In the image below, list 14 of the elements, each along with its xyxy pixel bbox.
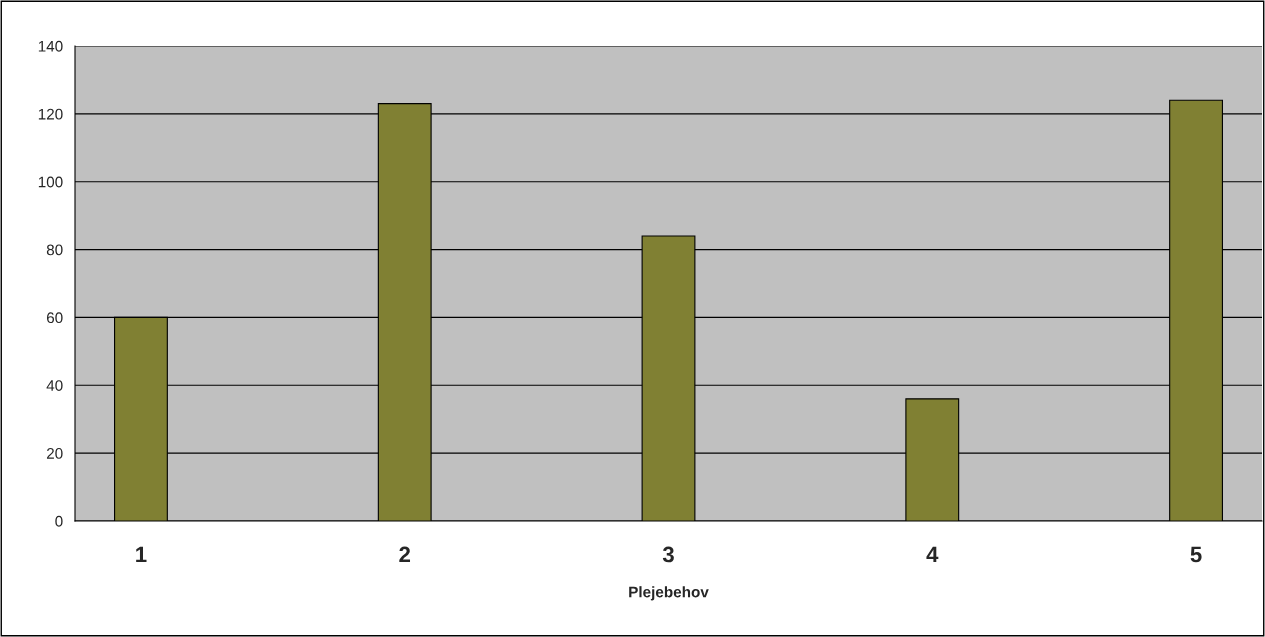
y-tick-label: 60 [46, 312, 63, 324]
y-tick-label: 120 [38, 108, 63, 120]
x-tick-label: 2 [399, 546, 411, 563]
x-tick-label: 3 [662, 546, 674, 563]
y-tick-label: 80 [46, 244, 63, 256]
y-tick-label: 100 [38, 176, 63, 188]
y-tick-label: 140 [38, 40, 63, 52]
y-tick-label: 40 [46, 380, 63, 391]
y-tick-label: 20 [46, 448, 63, 459]
x-axis-title: Plejebehov [629, 586, 709, 601]
y-tick-label: 0 [55, 515, 63, 527]
x-tick-label: 5 [1190, 546, 1202, 563]
x-tick-label: 4 [926, 546, 939, 563]
x-tick-label: 1 [136, 546, 147, 563]
